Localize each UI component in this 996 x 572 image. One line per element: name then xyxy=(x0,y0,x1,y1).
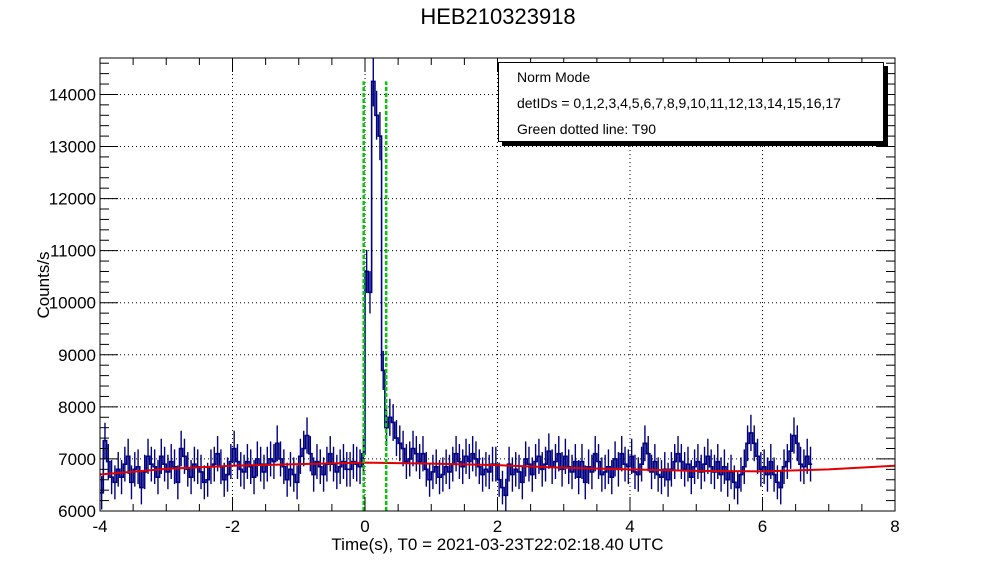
x-tick-label: 0 xyxy=(360,517,369,536)
x-tick-label: 6 xyxy=(758,517,767,536)
y-tick-label: 13000 xyxy=(49,138,96,157)
y-tick-label: 7000 xyxy=(58,450,96,469)
legend-box: Norm Mode detIDs = 0,1,2,3,4,5,6,7,8,9,1… xyxy=(498,62,884,142)
x-tick-label: -4 xyxy=(92,517,107,536)
background-fit-line xyxy=(99,461,896,476)
tick-layer: -4 -2 0 2 4 6 8 6000 7000 8000 9000 10000 11000 12000… xyxy=(49,58,900,536)
y-tick-label: 10000 xyxy=(49,294,96,313)
y-tick-label: 12000 xyxy=(49,190,96,209)
y-tick-label: 6000 xyxy=(58,502,96,521)
y-tick-label: 9000 xyxy=(58,346,96,365)
data-layer xyxy=(99,58,896,511)
y-tick-label: 8000 xyxy=(58,398,96,417)
x-tick-label: -2 xyxy=(225,517,240,536)
y-tick-label: 11000 xyxy=(50,242,96,261)
x-axis-label: Time(s), T0 = 2021-03-23T22:02:18.40 UTC xyxy=(331,535,664,554)
x-tick-label: 2 xyxy=(493,517,502,536)
x-tick-label: 8 xyxy=(890,517,899,536)
x-tick-label: 4 xyxy=(625,517,634,536)
legend-entry-t90: Green dotted line: T90 xyxy=(517,121,657,137)
histogram-line xyxy=(100,80,813,497)
legend-entry-detids: detIDs = 0,1,2,3,4,5,6,7,8,9,10,11,12,13… xyxy=(517,95,841,111)
chart-title: HEB210323918 xyxy=(420,4,576,29)
y-axis-label: Counts/s xyxy=(34,251,53,319)
y-tick-label: 14000 xyxy=(49,85,96,104)
legend-entry-mode: Norm Mode xyxy=(517,69,591,85)
